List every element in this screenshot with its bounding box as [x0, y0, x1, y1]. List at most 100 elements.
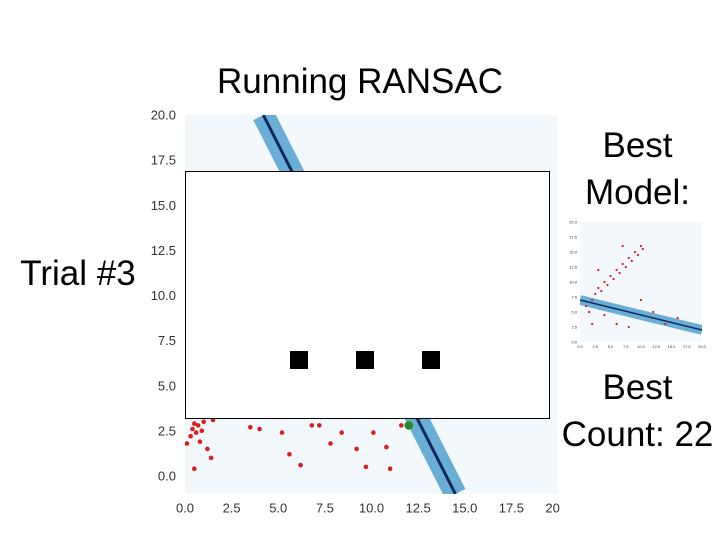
x-tick-label: 2.5 — [592, 344, 598, 349]
x-tick-label: 15.0 — [452, 500, 477, 515]
data-point — [615, 268, 618, 272]
data-point — [387, 466, 393, 472]
trial-label: Trial #3 — [20, 254, 136, 293]
data-point — [205, 446, 210, 452]
data-point — [185, 441, 190, 446]
data-point — [591, 298, 594, 302]
slide-title: Running RANSAC — [217, 62, 503, 101]
data-point — [199, 428, 205, 434]
data-point — [627, 256, 630, 260]
model-line — [580, 299, 702, 331]
x-tick-label: 20.0 — [698, 344, 706, 349]
best-model-label: Best Model: — [584, 126, 691, 212]
data-point — [588, 310, 591, 314]
y-tick-label: 12.5 — [151, 243, 176, 258]
data-point — [339, 430, 344, 435]
y-tick-label: 17.5 — [569, 234, 578, 239]
y-tick-label: 0.0 — [158, 469, 176, 484]
x-tick-label: 15.0 — [668, 344, 677, 349]
x-tick-label: 12.5 — [405, 500, 430, 515]
x-tick-label: 5.0 — [608, 344, 614, 349]
data-point — [603, 280, 606, 284]
y-tick-label: 0.0 — [571, 339, 577, 344]
data-point — [639, 244, 643, 248]
data-point — [606, 283, 609, 287]
data-point — [192, 466, 197, 472]
data-point — [612, 277, 615, 281]
data-point — [257, 426, 262, 432]
data-point — [641, 247, 644, 251]
data-point — [621, 262, 624, 266]
y-tick-label: 20.0 — [151, 108, 176, 123]
data-point — [621, 244, 624, 248]
sample-point — [404, 421, 414, 430]
y-tick-label: 7.5 — [571, 294, 577, 299]
data-point — [652, 310, 655, 314]
x-tick-label: 7.5 — [316, 500, 334, 515]
x-tick-label: 17.5 — [683, 344, 692, 349]
data-point — [188, 433, 193, 439]
x-tick-label: 0.0 — [176, 500, 194, 515]
ellipsis-square-1 — [290, 351, 308, 369]
data-point — [193, 430, 199, 435]
data-point — [287, 452, 292, 457]
data-point — [591, 322, 594, 326]
obscuring-panel — [185, 171, 550, 419]
best-model-thumbnail-plot: 20.0 17.5 15.0 12.5 10.0 7.5 5.0 2.5 0.00.0 2.5 5.… — [569, 219, 706, 349]
x-tick-label: 2.5 — [223, 500, 241, 515]
data-point — [328, 441, 333, 446]
data-point — [624, 265, 627, 269]
ellipsis-square-3 — [422, 351, 440, 369]
y-tick-label: 10.0 — [569, 279, 578, 284]
data-point — [384, 444, 389, 450]
data-point — [371, 430, 376, 435]
y-tick-label: 2.5 — [571, 324, 577, 329]
y-tick-label: 12.5 — [569, 264, 578, 269]
data-point — [630, 259, 633, 263]
data-point — [594, 292, 597, 296]
data-point — [627, 325, 630, 329]
x-tick-label: 10.0 — [637, 344, 646, 349]
data-point — [609, 274, 612, 278]
data-point — [615, 322, 618, 326]
y-tick-label: 20.0 — [569, 219, 578, 224]
data-point — [363, 464, 369, 470]
data-point — [298, 462, 303, 468]
plot-content — [580, 244, 702, 335]
data-point — [279, 430, 285, 435]
data-point — [603, 313, 606, 317]
data-point — [192, 421, 197, 426]
x-tick-label: 0.0 — [577, 344, 583, 349]
data-point — [597, 268, 600, 272]
data-point — [600, 289, 603, 293]
x-tick-label: 10.0 — [359, 500, 384, 515]
data-point — [248, 424, 253, 430]
y-tick-label: 5.0 — [571, 309, 577, 314]
data-point — [636, 253, 639, 257]
x-tick-label: 7.5 — [623, 344, 629, 349]
x-tick-label: 12.5 — [652, 344, 661, 349]
ellipsis-square-2 — [356, 351, 374, 369]
data-point — [633, 250, 636, 254]
data-point — [197, 439, 203, 445]
y-tick-label: 7.5 — [158, 333, 176, 348]
y-tick-label: 2.5 — [158, 423, 176, 438]
data-point — [664, 322, 667, 326]
x-tick-label: 5.0 — [269, 500, 287, 515]
data-point — [208, 455, 214, 461]
data-point — [309, 423, 315, 428]
data-point — [195, 423, 201, 428]
x-tick-label: 20.0 — [545, 500, 560, 515]
y-tick-label: 17.5 — [151, 153, 176, 168]
data-point — [676, 316, 679, 320]
y-tick-label: 5.0 — [158, 378, 176, 393]
y-tick-label: 15.0 — [151, 198, 176, 213]
data-point — [585, 304, 588, 308]
data-point — [618, 271, 621, 275]
data-point — [354, 446, 359, 452]
data-point — [399, 423, 404, 428]
data-point — [597, 286, 600, 290]
y-tick-label: 10.0 — [151, 288, 176, 303]
data-point — [201, 419, 206, 425]
data-point — [317, 423, 322, 428]
